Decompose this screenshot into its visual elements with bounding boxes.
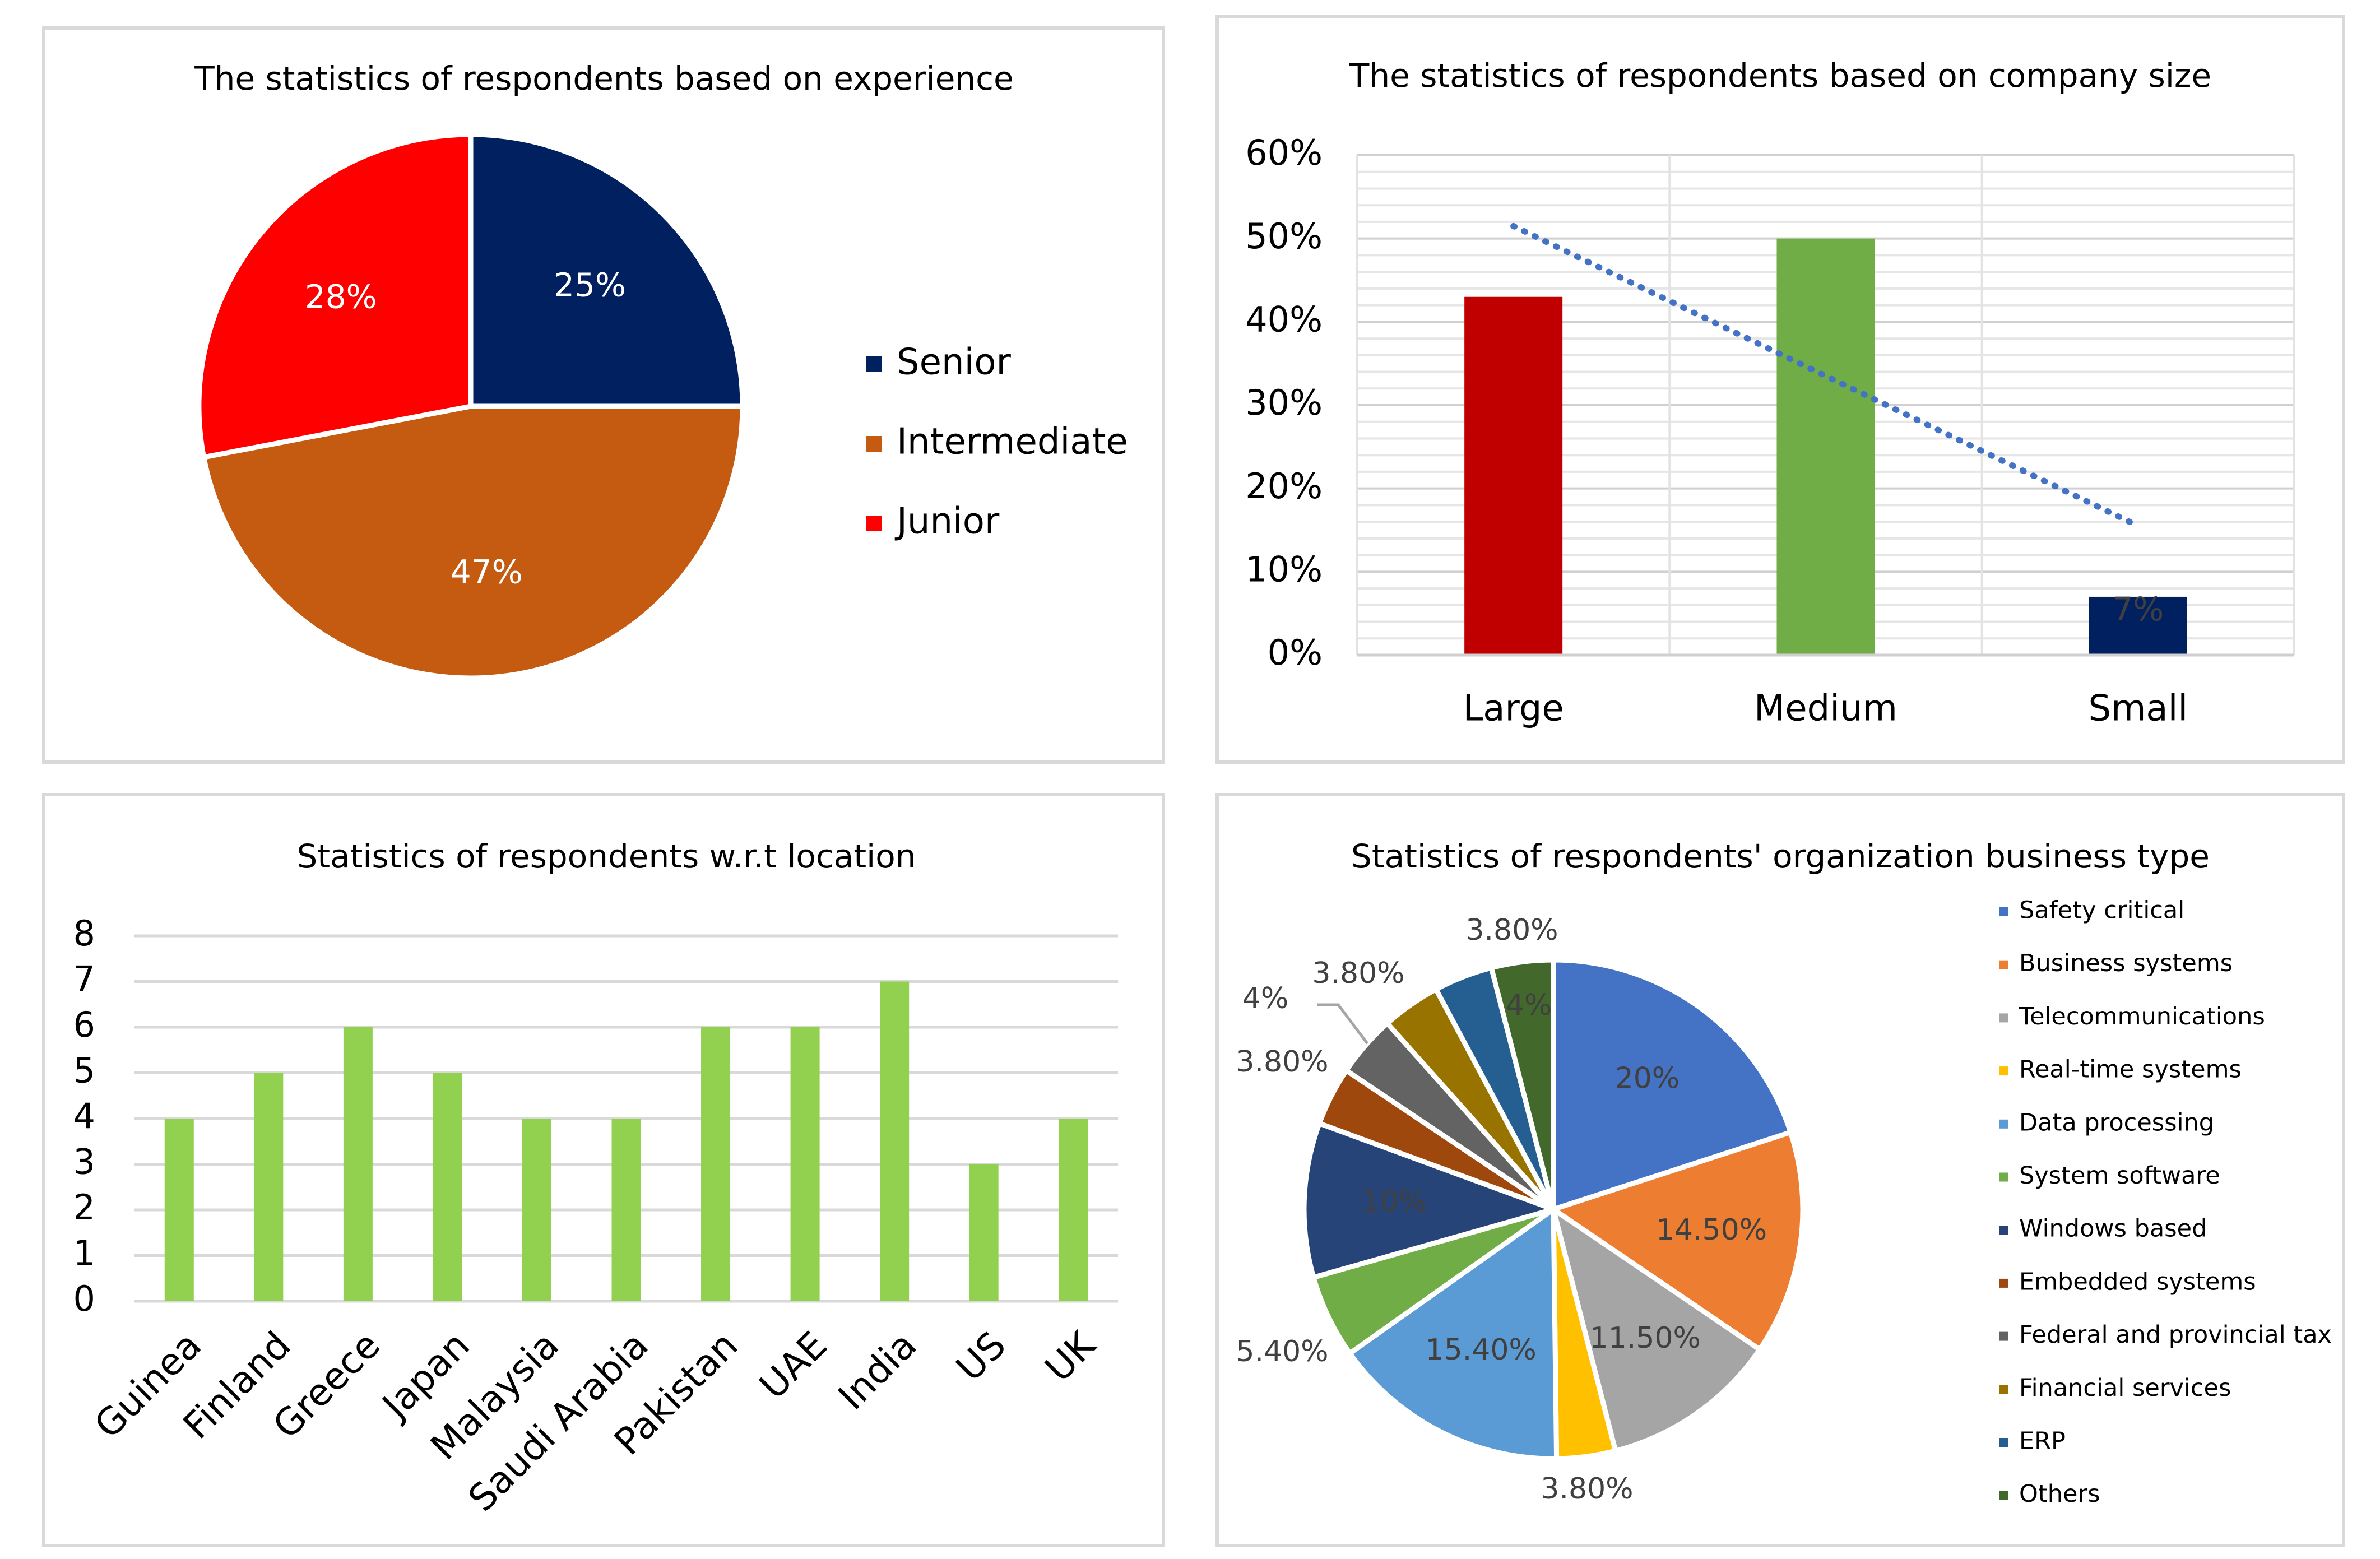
company-size-chart-title: The statistics of respondents based on c… [1349,57,2211,95]
business-pie-label-system-software: 5.40% [1236,1335,1328,1368]
size-y-tick-2: 20% [1245,466,1323,507]
business-legend-label-others: Others [2019,1480,2100,1508]
size-bar-large [1464,296,1563,655]
business-legend-label-real-time-systems: Real-time systems [2019,1056,2242,1084]
business-pie-label-real-time-systems: 3.80% [1541,1472,1633,1506]
business-legend-label-telecommunications: Telecommunications [2019,1003,2265,1031]
experience-pie-slice-intermediate [201,403,745,681]
business-pie-slice-data-processing [1347,1207,1560,1461]
business-pie-label-embedded-systems: 3.80% [1236,1045,1328,1079]
business-legend-label-erp: ERP [2019,1427,2066,1455]
size-bar-small [2089,596,2187,655]
experience-legend-label-junior: Junior [894,501,1000,542]
business-type-pie-chart: 20% 14.50% 11.50% 3.80% 15.40% 5.40% 10% 3.80% 4… [1236,897,2332,1509]
experience-pie-slice-senior [468,132,745,409]
size-y-tick-0: 0% [1268,632,1323,673]
business-legend-label-system-software: System software [2019,1162,2220,1190]
business-legend-label-embedded-systems: Embedded systems [2019,1268,2256,1296]
business-pie-label-data-processing: 15.40% [1426,1333,1537,1367]
business-pie-slice-telecommunications [1551,1207,1762,1454]
location-bar-japan [433,1073,462,1301]
business-legend-label-financial-services: Financial services [2019,1374,2231,1402]
location-y-tick-3: 3 [73,1142,95,1182]
business-legend-swatch-others [1999,1491,2008,1500]
business-legend-swatch-windows-based [1999,1226,2008,1235]
business-legend-label-federal-and-provincial-tax: Federal and provincial tax [2019,1321,2332,1349]
business-pie-slice-windows-based [1301,1121,1556,1280]
business-pie-slice-safety-critical [1551,957,1793,1212]
business-pie-label-federal-and-provincial-tax: 4% [1242,982,1289,1015]
location-bar-guinea [164,1119,194,1301]
business-pie-leader-line-federal-and-provincial-tax [1317,1003,1368,1045]
business-legend-swatch-telecommunications [1999,1013,2008,1023]
location-y-tick-8: 8 [73,913,95,954]
location-y-tick-6: 6 [73,1004,95,1045]
business-pie-label-windows-based: 10% [1362,1185,1427,1218]
business-type-chart-title: Statistics of respondents' organization … [1351,837,2210,875]
experience-pie-label-senior: 25% [554,266,626,304]
business-legend-swatch-financial-services [1999,1385,2008,1394]
location-bar-saudi-arabia [611,1119,641,1301]
business-legend-label-windows-based: Windows based [2019,1215,2207,1243]
size-data-label-small: 7% [2112,590,2164,628]
location-bar-us [969,1164,999,1301]
location-bar-finland [254,1073,284,1301]
business-pie-label-others: 4% [1506,989,1552,1022]
location-y-tick-0: 0 [73,1278,95,1319]
location-bar-greece [343,1027,373,1301]
experience-legend-swatch-intermediate [866,436,882,452]
size-y-tick-6: 60% [1245,132,1323,173]
size-y-tick-1: 10% [1245,549,1323,590]
business-legend-swatch-erp [1999,1438,2008,1447]
size-x-tick-small: Small [2088,688,2188,730]
experience-legend-label-intermediate: Intermediate [897,421,1128,463]
business-legend-swatch-business-systems [1999,960,2008,969]
business-pie-label-financial-services: 3.80% [1312,957,1404,990]
business-legend-swatch-embedded-systems [1999,1278,2008,1288]
location-bar-india [880,981,910,1301]
location-bar-uae [790,1027,820,1301]
location-y-tick-2: 2 [73,1187,95,1228]
size-y-tick-4: 40% [1245,299,1323,340]
business-pie-label-safety-critical: 20% [1615,1062,1680,1096]
experience-chart-title: The statistics of respondents based on e… [194,59,1013,98]
business-pie-label-telecommunications: 11.50% [1590,1321,1701,1355]
business-legend-label-data-processing: Data processing [2019,1108,2214,1136]
experience-legend-swatch-junior [866,516,882,531]
size-x-tick-medium: Medium [1754,688,1897,730]
size-y-tick-3: 30% [1245,382,1323,423]
business-pie-slice-others [1488,957,1556,1212]
location-y-tick-1: 1 [73,1233,95,1274]
experience-legend-label-senior: Senior [897,342,1012,383]
size-x-tick-large: Large [1463,688,1564,730]
business-legend-label-safety-critical: Safety critical [2019,897,2184,925]
location-y-tick-5: 5 [73,1050,95,1091]
experience-pie-label-junior: 28% [305,277,377,315]
company-size-bar-chart: 0% 10% 20% 30% 40% 50% 60% Large Medium Small 7% [1245,132,2295,730]
experience-pie-slice-junior [196,132,474,460]
business-pie-slice-business-systems [1551,1130,1806,1352]
experience-pie-label-intermediate: 47% [451,553,523,591]
experience-legend-swatch-senior [866,356,882,372]
location-y-tick-4: 4 [73,1096,95,1136]
experience-pie-chart: 25% 47% 28% Senior Intermediate Junior [196,132,1128,681]
location-chart-title: Statistics of respondents w.r.t location [297,837,916,875]
business-legend-swatch-data-processing [1999,1119,2008,1129]
business-legend-swatch-federal-and-provincial-tax [1999,1331,2008,1341]
size-y-tick-5: 50% [1245,216,1323,257]
size-bar-medium [1776,238,1875,656]
business-pie-label-erp: 3.80% [1465,913,1558,947]
location-bar-uk [1059,1119,1088,1301]
size-trendline [1510,222,2141,530]
business-legend-swatch-real-time-systems [1999,1066,2008,1076]
location-bar-malaysia [522,1119,551,1301]
location-y-tick-7: 7 [73,959,95,1000]
business-legend-label-business-systems: Business systems [2019,949,2233,977]
business-legend-swatch-system-software [1999,1172,2008,1182]
location-bar-pakistan [701,1027,731,1301]
business-legend-swatch-safety-critical [1999,907,2008,916]
business-pie-label-business-systems: 14.50% [1656,1213,1767,1247]
